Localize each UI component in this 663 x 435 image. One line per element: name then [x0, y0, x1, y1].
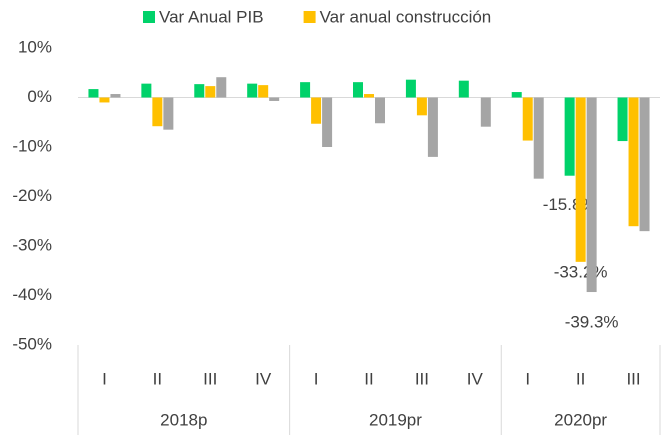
bar — [416, 97, 427, 116]
bar — [247, 83, 258, 98]
bar — [364, 94, 374, 98]
x-tick-label: III — [415, 369, 429, 388]
x-tick-label: II — [364, 369, 373, 388]
y-tick-label: -50% — [12, 334, 52, 353]
bar — [216, 77, 227, 98]
bar — [194, 84, 205, 98]
bar — [628, 97, 639, 227]
x-tick-label: II — [153, 369, 162, 388]
bar — [110, 94, 121, 98]
x-tick-label: I — [314, 369, 319, 388]
legend-label: Var anual construcción — [320, 7, 492, 26]
bar — [141, 83, 152, 98]
group-label: 2020pr — [554, 410, 607, 429]
bar — [564, 97, 575, 176]
x-tick-label: III — [203, 369, 217, 388]
bar — [99, 97, 110, 103]
bar — [311, 97, 322, 124]
bar — [300, 82, 311, 98]
x-tick-label: III — [626, 369, 640, 388]
bar — [152, 97, 163, 127]
bar — [353, 82, 363, 98]
bar — [405, 79, 416, 98]
x-tick-label: I — [525, 369, 530, 388]
y-tick-label: -40% — [12, 285, 52, 304]
data-label: -33.2% — [554, 262, 608, 281]
y-tick-label: -30% — [12, 235, 52, 254]
bar — [617, 97, 628, 142]
x-tick-label: IV — [255, 369, 272, 388]
legend-label: Var Anual PIB — [159, 7, 264, 26]
bar — [639, 97, 650, 232]
bar — [322, 97, 333, 147]
y-tick-label: 0% — [27, 87, 52, 106]
data-label: -39.3% — [565, 313, 619, 332]
bar — [375, 97, 385, 124]
legend-swatch — [143, 11, 155, 23]
bar — [205, 86, 216, 98]
y-tick-label: -20% — [12, 186, 52, 205]
y-tick-label: -10% — [12, 136, 52, 155]
bar — [522, 97, 533, 141]
bar — [480, 97, 491, 127]
x-tick-label: II — [576, 369, 585, 388]
bar — [163, 97, 174, 130]
bar — [427, 97, 438, 157]
x-tick-label: I — [102, 369, 107, 388]
bar — [533, 97, 544, 179]
group-label: 2018p — [160, 410, 207, 429]
bar — [586, 97, 597, 293]
bar — [88, 89, 99, 98]
bar — [511, 92, 522, 98]
group-label: 2019pr — [369, 410, 422, 429]
y-tick-label: 10% — [18, 37, 52, 56]
bar — [458, 80, 469, 98]
x-tick-label: IV — [467, 369, 484, 388]
bar — [575, 97, 586, 262]
legend-swatch — [303, 11, 316, 23]
bar — [258, 85, 269, 98]
bar — [269, 97, 280, 101]
